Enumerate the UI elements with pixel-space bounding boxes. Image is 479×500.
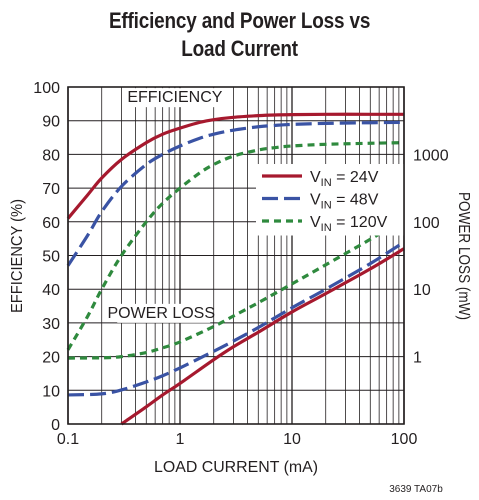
series-line <box>66 112 404 220</box>
x-tick-label: 0.1 <box>57 431 79 448</box>
left-y-tick-label: 40 <box>42 282 60 299</box>
left-y-tick-label: 60 <box>42 215 60 232</box>
left-y-tick-label: 50 <box>42 249 60 266</box>
x-tick-label: 100 <box>391 431 418 448</box>
annotation-background <box>130 88 224 108</box>
right-y-axis-label: POWER LOSS (mW) <box>455 192 472 320</box>
x-tick-label: 10 <box>283 431 301 448</box>
series-line <box>66 120 405 267</box>
annotation-label: POWER LOSS <box>107 305 215 322</box>
left-y-tick-label: 100 <box>33 80 60 97</box>
series-line <box>67 240 405 397</box>
left-y-tick-label: 10 <box>42 383 60 400</box>
left-y-tick-label: 70 <box>42 181 60 198</box>
chart-title-line1: Efficiency and Power Loss vs <box>108 8 371 33</box>
left-y-tick-label: 90 <box>42 114 60 131</box>
tick-labels: 0.1 1 10 1000102030405060708090100110100100… <box>33 80 448 448</box>
legend-label: VIN = 120V <box>310 214 388 234</box>
left-y-tick-label: 30 <box>42 316 60 333</box>
x-axis-label: LOAD CURRENT (mA) <box>154 459 318 476</box>
left-y-tick-label: 80 <box>42 147 60 164</box>
left-y-tick-label: 20 <box>42 350 60 367</box>
grid <box>67 86 405 425</box>
right-y-tick-label: 1000 <box>413 147 449 164</box>
plot-curves <box>66 112 405 426</box>
series-line <box>67 217 405 360</box>
series-line <box>120 247 405 426</box>
right-y-tick-label: 100 <box>413 215 440 232</box>
legend-label: VIN = 48V <box>310 192 379 212</box>
x-tick-label: 1 <box>176 431 185 448</box>
left-y-axis-label: EFFICIENCY (%) <box>9 199 26 313</box>
right-y-tick-label: 10 <box>413 282 431 299</box>
right-y-tick-label: 1 <box>413 350 422 367</box>
annotations: EFFICIENCY POWER LOSS <box>107 88 224 323</box>
annotation-background <box>117 303 211 323</box>
figure-id-footnote: 3639 TA07b <box>389 484 443 495</box>
left-y-tick-label: 0 <box>51 417 60 434</box>
plot-frame <box>67 86 405 425</box>
annotation-label: EFFICIENCY <box>127 89 222 106</box>
chart-title-line2: Load Current <box>181 36 298 61</box>
series-line <box>66 141 405 351</box>
legend-label: VIN = 24V <box>310 169 379 189</box>
